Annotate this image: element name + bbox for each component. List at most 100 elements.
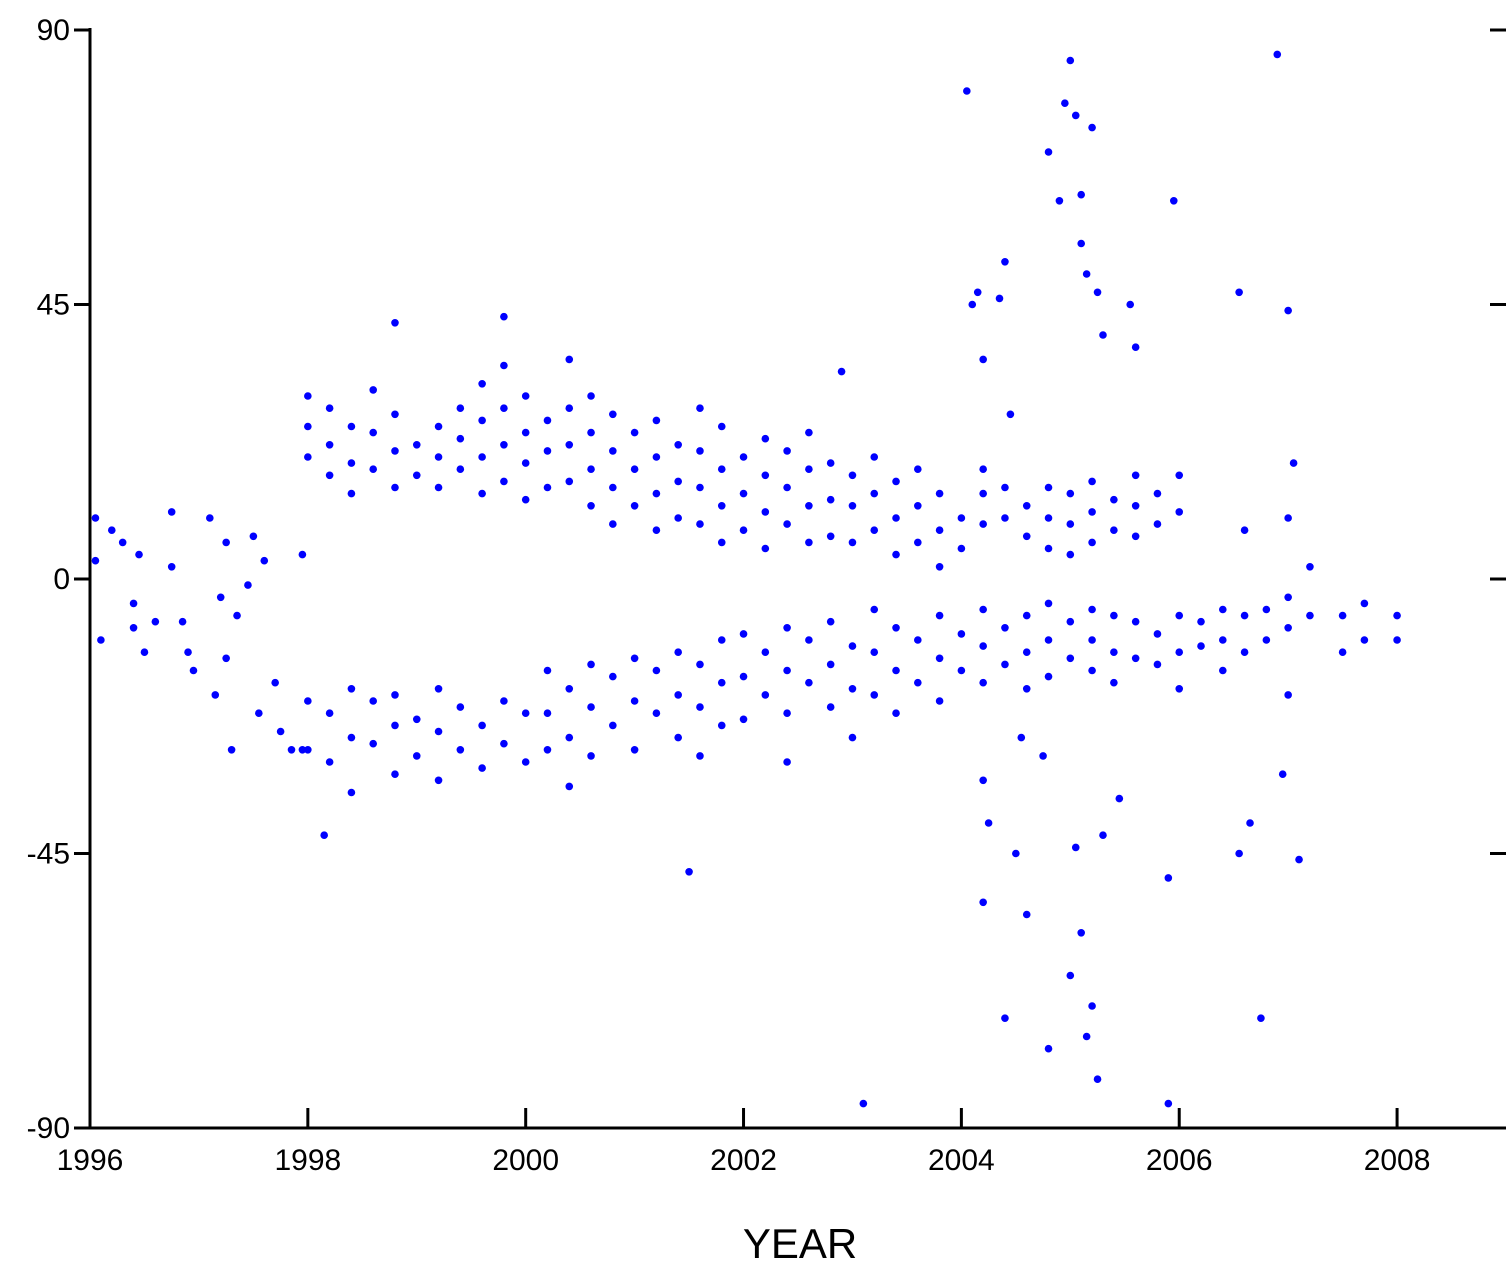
point xyxy=(652,416,661,425)
point xyxy=(500,477,508,486)
point xyxy=(1044,544,1053,553)
point xyxy=(935,526,944,534)
x-tick-label: 1996 xyxy=(57,1144,124,1177)
point xyxy=(347,685,356,693)
x-tick-label: 2004 xyxy=(928,1144,995,1177)
point xyxy=(325,471,334,480)
point xyxy=(674,441,682,449)
point xyxy=(1175,508,1184,516)
point xyxy=(216,593,225,602)
point xyxy=(1262,636,1271,644)
point xyxy=(1262,605,1271,614)
point xyxy=(325,404,334,413)
point xyxy=(652,526,661,534)
point xyxy=(717,502,726,510)
point xyxy=(478,380,486,388)
point xyxy=(979,605,987,614)
point xyxy=(129,599,138,608)
point xyxy=(914,678,922,687)
point xyxy=(521,428,530,437)
point xyxy=(107,526,116,534)
point xyxy=(674,691,682,699)
point xyxy=(1066,489,1075,498)
point xyxy=(1093,1075,1102,1083)
point xyxy=(1110,678,1118,687)
point xyxy=(935,697,944,705)
point xyxy=(587,660,595,669)
point xyxy=(783,483,791,492)
point xyxy=(1066,654,1075,663)
point xyxy=(1360,636,1369,644)
point xyxy=(1001,483,1009,492)
point xyxy=(347,788,356,797)
point xyxy=(1153,489,1162,498)
point xyxy=(1044,1044,1053,1053)
point xyxy=(892,514,900,522)
point xyxy=(1393,611,1401,620)
point xyxy=(1175,648,1184,656)
point xyxy=(914,465,922,474)
point xyxy=(1295,855,1303,864)
point xyxy=(979,489,987,498)
point xyxy=(652,709,661,717)
point xyxy=(1240,526,1249,534)
point xyxy=(979,355,987,364)
point xyxy=(347,422,356,431)
point xyxy=(1077,190,1085,199)
point xyxy=(565,441,574,449)
point xyxy=(391,483,399,492)
point xyxy=(1001,1014,1009,1022)
point xyxy=(227,746,236,754)
point xyxy=(826,495,835,504)
point xyxy=(1235,849,1243,858)
point xyxy=(674,648,682,656)
point xyxy=(968,300,977,309)
point xyxy=(500,361,508,370)
point xyxy=(1153,520,1162,528)
point xyxy=(587,502,595,510)
point xyxy=(609,483,617,492)
point xyxy=(1066,550,1075,559)
point xyxy=(565,685,574,693)
point xyxy=(696,483,704,492)
point xyxy=(167,563,176,571)
point xyxy=(979,678,987,687)
point xyxy=(717,465,726,474)
point xyxy=(979,520,987,528)
point xyxy=(826,532,835,541)
point xyxy=(1082,270,1091,278)
point xyxy=(1175,685,1184,693)
point xyxy=(630,502,639,510)
point xyxy=(434,727,443,736)
point xyxy=(783,709,791,717)
point xyxy=(1306,563,1314,571)
point xyxy=(1131,471,1140,480)
point xyxy=(587,752,595,760)
point xyxy=(1044,483,1053,492)
point xyxy=(1066,617,1075,626)
point xyxy=(1044,599,1053,608)
point xyxy=(1077,239,1085,248)
point xyxy=(674,514,682,522)
point xyxy=(630,428,639,437)
point xyxy=(1153,660,1162,669)
point xyxy=(412,441,421,449)
point xyxy=(521,459,530,467)
point xyxy=(1175,471,1184,480)
point xyxy=(935,489,944,498)
point xyxy=(565,404,574,413)
point xyxy=(1131,532,1140,541)
point xyxy=(1088,477,1096,486)
point xyxy=(271,678,279,687)
point xyxy=(456,404,465,413)
point xyxy=(369,697,378,705)
point xyxy=(456,746,465,754)
point xyxy=(500,739,508,748)
point xyxy=(761,471,770,480)
point xyxy=(739,715,748,724)
point xyxy=(391,447,399,455)
point xyxy=(609,721,617,730)
point xyxy=(761,434,770,443)
point xyxy=(521,758,530,766)
point xyxy=(500,312,508,321)
